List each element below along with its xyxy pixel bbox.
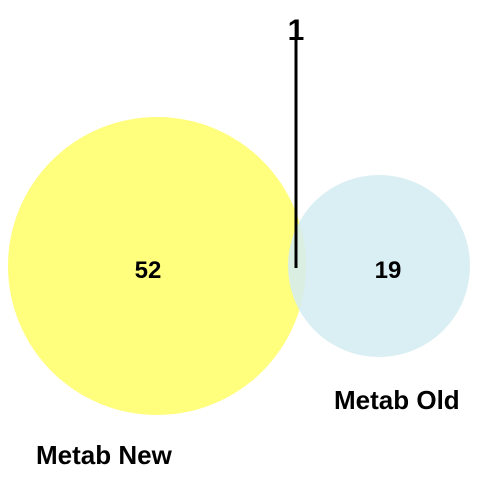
metab-old-only-count: 19 (375, 257, 402, 284)
intersection-count: 1 (288, 14, 305, 47)
metab-new-only-count: 52 (135, 257, 162, 284)
metab-old-set-label: Metab Old (334, 385, 460, 415)
metab-new-set-label: Metab New (36, 440, 173, 470)
set-circle-metab-old (288, 175, 470, 357)
set-circle-metab-new (8, 117, 306, 415)
